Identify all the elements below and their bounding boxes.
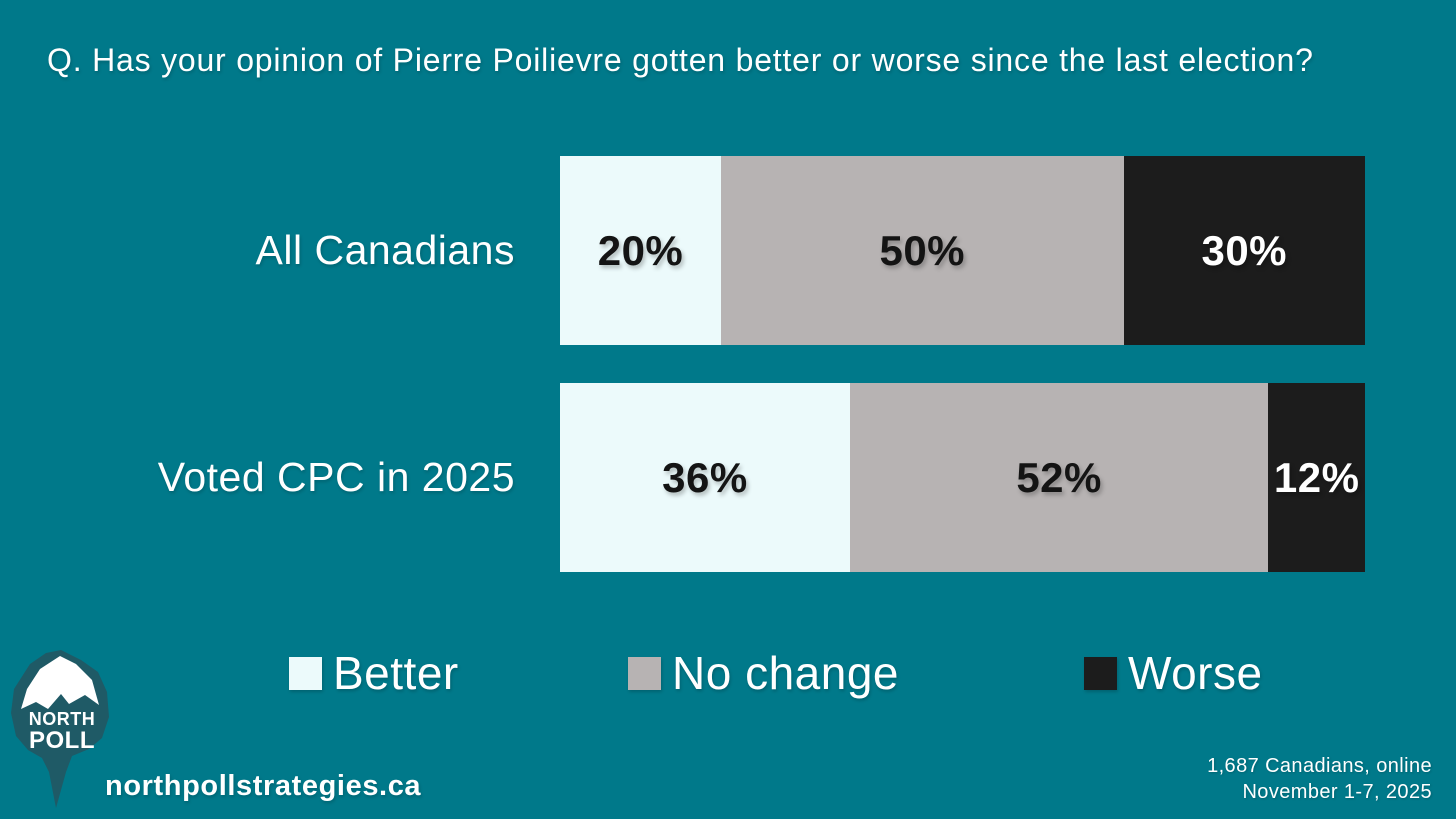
legend: Better No change Worse (0, 643, 1456, 703)
legend-label: No change (672, 647, 899, 699)
bar-segment-worse: 12% (1268, 383, 1365, 572)
bar-segment-worse: 30% (1123, 156, 1365, 345)
bar-segment-better: 20% (560, 156, 721, 345)
legend-swatch-better (289, 656, 322, 690)
legend-swatch-worse (1084, 656, 1117, 690)
north-poll-iceberg-logo: NORTH POLL (11, 650, 109, 808)
bar-segment-no-change: 50% (721, 156, 1124, 345)
iceberg-snowcap (21, 656, 99, 709)
legend-item-worse: Worse (1084, 643, 1263, 703)
methodology-note: 1,687 Canadians, online November 1-7, 20… (1207, 753, 1432, 805)
legend-label: Better (333, 647, 459, 699)
logo-text-line1: NORTH (29, 709, 96, 729)
bar-segment-no-change: 52% (849, 383, 1269, 572)
bar-track: 20% 50% 30% (560, 156, 1365, 345)
bar-row-voted-cpc: Voted CPC in 2025 36% 52% 12% (0, 383, 1365, 572)
sample-size: 1,687 Canadians, online (1207, 755, 1432, 777)
question-title: Q. Has your opinion of Pierre Poilievre … (47, 42, 1314, 78)
bar-track: 36% 52% 12% (560, 383, 1365, 572)
legend-item-better: Better (289, 643, 459, 703)
logo-text-line2: POLL (29, 727, 95, 754)
legend-label: Worse (1128, 647, 1263, 699)
category-label: All Canadians (255, 227, 515, 273)
category-label: Voted CPC in 2025 (157, 454, 515, 500)
legend-item-no-change: No change (628, 643, 899, 703)
legend-swatch-no-change (628, 656, 661, 690)
website-url: northpollstrategies.ca (105, 770, 422, 802)
field-dates: November 1-7, 2025 (1242, 781, 1432, 803)
bar-segment-better: 36% (560, 383, 850, 572)
bar-row-all-canadians: All Canadians 20% 50% 30% (0, 156, 1365, 345)
